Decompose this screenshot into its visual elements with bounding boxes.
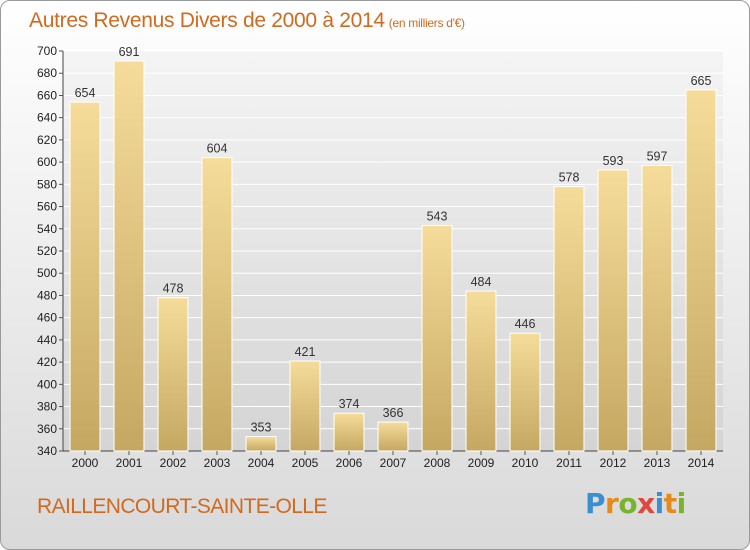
bar [157, 297, 189, 452]
value-label: 484 [471, 275, 492, 289]
value-label: 654 [75, 86, 96, 100]
x-tick-label: 2006 [336, 456, 363, 470]
y-tick-label: 340 [37, 444, 57, 458]
value-label: 421 [295, 345, 316, 359]
bar [465, 290, 497, 452]
logo-letter: i [654, 487, 665, 520]
value-label: 366 [383, 406, 404, 420]
value-label: 543 [427, 209, 448, 223]
y-tick-label: 660 [37, 88, 57, 102]
y-tick-label: 480 [37, 288, 57, 302]
bar [685, 89, 717, 452]
y-tick-label: 640 [37, 111, 57, 125]
bar [113, 60, 145, 452]
x-tick-label: 2013 [644, 456, 671, 470]
bar [553, 186, 585, 452]
value-label: 446 [515, 317, 536, 331]
value-label: 353 [251, 421, 272, 435]
y-tick-label: 580 [37, 177, 57, 191]
y-tick-label: 460 [37, 311, 57, 325]
x-tick-label: 2002 [160, 456, 187, 470]
title-text: Autres Revenus Divers de 2000 à 2014 [29, 9, 385, 32]
logo-letter: t [663, 487, 677, 520]
x-tick-label: 2011 [556, 456, 582, 470]
value-label: 665 [691, 74, 712, 88]
bar [333, 412, 365, 452]
y-tick-label: 360 [37, 422, 57, 436]
bar [69, 101, 101, 452]
value-label: 604 [207, 142, 228, 156]
place-name: RAILLENCOURT-SAINTE-OLLE [37, 495, 327, 518]
y-tick-label: 600 [37, 155, 57, 169]
bar [377, 421, 409, 452]
value-label: 597 [647, 149, 668, 163]
y-tick-label: 540 [37, 222, 57, 236]
y-tick-label: 560 [37, 200, 57, 214]
bar [509, 332, 541, 452]
x-tick-label: 2004 [248, 456, 275, 470]
x-tick-label: 2008 [424, 456, 451, 470]
proxiti-logo: Proxiti [585, 487, 686, 520]
y-tick-label: 420 [37, 355, 57, 369]
chart-title: Autres Revenus Divers de 2000 à 2014 (en … [29, 9, 465, 33]
x-tick-label: 2009 [468, 456, 495, 470]
bar [289, 360, 321, 452]
logo-letter: P [585, 487, 606, 520]
bar [421, 224, 453, 452]
y-tick-label: 680 [37, 66, 57, 80]
x-tick-label: 2012 [600, 456, 627, 470]
x-tick-label: 2000 [72, 456, 99, 470]
logo-letter: o [618, 487, 638, 520]
bar [201, 157, 233, 452]
value-label: 691 [119, 45, 140, 59]
y-tick-label: 380 [37, 400, 57, 414]
value-label: 374 [339, 397, 360, 411]
value-label: 478 [163, 282, 184, 296]
x-tick-label: 2007 [380, 456, 407, 470]
value-label: 593 [603, 154, 624, 168]
value-label: 578 [559, 171, 580, 185]
y-tick-label: 500 [37, 266, 57, 280]
x-tick-label: 2010 [512, 456, 539, 470]
bar [597, 169, 629, 452]
y-tick-label: 520 [37, 244, 57, 258]
y-tick-label: 620 [37, 133, 57, 147]
x-tick-label: 2005 [292, 456, 319, 470]
bar [245, 436, 277, 452]
x-tick-label: 2001 [116, 456, 143, 470]
x-tick-label: 2003 [204, 456, 231, 470]
y-tick-label: 400 [37, 377, 57, 391]
bar [641, 164, 673, 452]
title-unit: (en milliers d'€) [388, 16, 465, 30]
y-tick-label: 700 [37, 44, 57, 58]
logo-letter: r [605, 487, 619, 520]
logo-letter: i [676, 487, 687, 520]
logo-letter: x [637, 487, 655, 520]
y-tick-label: 440 [37, 333, 57, 347]
x-tick-label: 2014 [688, 456, 715, 470]
